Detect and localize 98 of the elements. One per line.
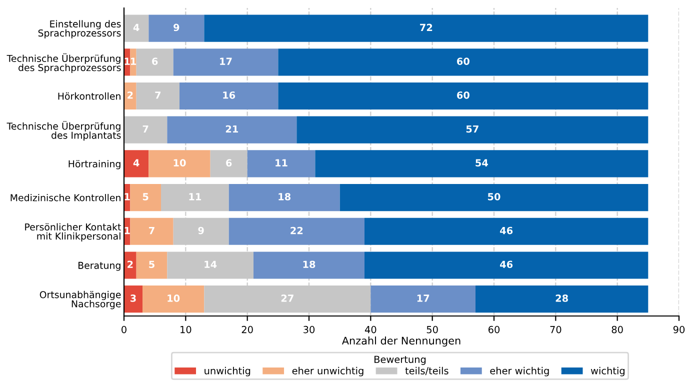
bar xyxy=(247,150,316,178)
bar xyxy=(124,14,149,42)
x-tick-label: 90 xyxy=(673,326,685,334)
x-tick-label: 70 xyxy=(550,326,562,334)
bar xyxy=(136,82,180,110)
bar xyxy=(124,150,149,178)
bar xyxy=(180,82,278,110)
data-label: 22 xyxy=(290,226,303,234)
bar xyxy=(130,48,136,76)
data-label: 54 xyxy=(476,159,488,167)
bar xyxy=(476,286,648,313)
bar xyxy=(315,150,648,178)
y-tick-label: Persönlicher Kontakt mit Klinikpersonal xyxy=(25,223,121,242)
x-tick-label: 50 xyxy=(426,326,438,334)
bar xyxy=(364,252,648,279)
data-label: 17 xyxy=(220,58,232,65)
data-label: 10 xyxy=(168,294,180,302)
data-label: 14 xyxy=(204,260,217,268)
data-label: 9 xyxy=(174,24,180,32)
bar xyxy=(364,218,648,245)
data-label: 60 xyxy=(457,91,470,99)
data-label: 16 xyxy=(223,91,236,99)
x-tick-label: 20 xyxy=(242,326,253,334)
data-label: 28 xyxy=(556,294,568,302)
data-label: 6 xyxy=(226,159,232,167)
bar xyxy=(228,218,364,245)
y-tick-label: Technische Überprüfung des Implantats xyxy=(6,120,121,141)
data-label: 11 xyxy=(189,193,202,200)
bar xyxy=(130,184,161,212)
x-tick-label: 30 xyxy=(304,326,315,334)
data-label: 46 xyxy=(500,260,513,268)
x-tick-label: 10 xyxy=(180,326,192,334)
bar xyxy=(148,14,204,42)
legend-label: eher wichtig xyxy=(490,366,549,376)
y-tick-label: Ortsunabhängige Nachsorge xyxy=(40,290,121,310)
data-label: 5 xyxy=(149,260,154,268)
data-label: 6 xyxy=(152,58,158,65)
data-label: 11 xyxy=(276,159,288,166)
data-label: 1 xyxy=(124,193,130,200)
data-label: 3 xyxy=(130,294,136,302)
data-label: 7 xyxy=(155,92,161,99)
x-tick-label: 40 xyxy=(364,326,376,334)
data-label: 27 xyxy=(281,294,294,302)
bar xyxy=(340,184,648,212)
bar xyxy=(124,116,168,144)
bar xyxy=(278,48,648,76)
bar xyxy=(124,252,136,279)
bar xyxy=(136,48,174,76)
bar xyxy=(370,286,476,313)
data-label: 50 xyxy=(488,193,500,200)
y-tick-label: Medizinische Kontrollen xyxy=(10,194,120,202)
bar xyxy=(204,14,648,42)
data-label: 1 xyxy=(130,58,136,65)
legend-title: Bewertung xyxy=(374,356,426,365)
data-label: 4 xyxy=(133,24,140,31)
bar xyxy=(173,48,278,76)
bar xyxy=(124,82,136,110)
bar xyxy=(142,286,204,313)
data-label: 2 xyxy=(128,260,133,268)
data-label: 7 xyxy=(142,125,148,133)
data-label: 9 xyxy=(198,226,204,234)
bar xyxy=(278,82,648,110)
data-label: 18 xyxy=(278,193,290,200)
data-label: 1 xyxy=(124,226,130,234)
data-label: 10 xyxy=(174,159,186,167)
bar xyxy=(136,252,168,279)
x-axis-title: Anzahl der Nennungen xyxy=(342,336,460,347)
data-label: 21 xyxy=(226,125,238,133)
data-label: 17 xyxy=(417,294,430,302)
bar xyxy=(148,150,210,178)
data-label: 18 xyxy=(303,260,316,268)
legend-label: eher unwichtig xyxy=(292,366,364,376)
legend-label: unwichtig xyxy=(204,366,250,376)
data-label: 2 xyxy=(128,91,133,99)
data-label: 72 xyxy=(420,24,432,31)
y-tick-label: Einstellung des Sprachprozessors xyxy=(38,20,121,38)
bar xyxy=(228,184,340,212)
x-tick-label: 80 xyxy=(612,326,623,334)
y-tick-label: Beratung xyxy=(78,262,120,271)
bar xyxy=(130,218,174,245)
bar xyxy=(167,116,297,144)
bar xyxy=(124,286,142,313)
x-tick-label: 60 xyxy=(488,326,500,334)
legend-label: wichtig xyxy=(590,366,624,376)
data-label: 60 xyxy=(457,58,470,65)
y-tick-label: Hörtraining xyxy=(68,160,120,170)
bar xyxy=(254,252,364,279)
data-label: 5 xyxy=(142,193,148,200)
y-tick-label: Technische Überprüfung des Sprachprozessors xyxy=(6,53,121,73)
bar xyxy=(296,116,648,144)
y-tick-label: Hörkontrollen xyxy=(58,92,120,100)
legend-label: teils/teils xyxy=(405,366,448,376)
data-label: 4 xyxy=(133,159,140,166)
data-label: 1 xyxy=(124,58,130,65)
data-label: 7 xyxy=(149,226,154,234)
data-label: 57 xyxy=(466,125,478,133)
data-label: 46 xyxy=(500,226,513,234)
x-tick-label: 0 xyxy=(122,326,126,334)
